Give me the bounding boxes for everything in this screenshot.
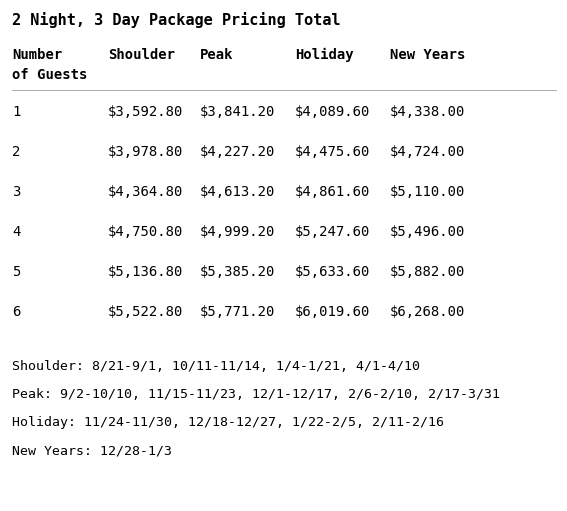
Text: Holiday: 11/24-11/30, 12/18-12/27, 1/22-2/5, 2/11-2/16: Holiday: 11/24-11/30, 12/18-12/27, 1/22-… [12, 416, 444, 429]
Text: $5,882.00: $5,882.00 [390, 265, 466, 279]
Text: 2 Night, 3 Day Package Pricing Total: 2 Night, 3 Day Package Pricing Total [12, 12, 341, 28]
Text: $5,385.20: $5,385.20 [200, 265, 276, 279]
Text: $4,613.20: $4,613.20 [200, 185, 276, 199]
Text: $5,522.80: $5,522.80 [108, 305, 183, 319]
Text: $4,227.20: $4,227.20 [200, 145, 276, 159]
Text: 3: 3 [12, 185, 20, 199]
Text: $4,475.60: $4,475.60 [295, 145, 370, 159]
Text: $4,861.60: $4,861.60 [295, 185, 370, 199]
Text: Shoulder: Shoulder [108, 48, 175, 62]
Text: $5,496.00: $5,496.00 [390, 225, 466, 239]
Text: $4,724.00: $4,724.00 [390, 145, 466, 159]
Text: $4,364.80: $4,364.80 [108, 185, 183, 199]
Text: 1: 1 [12, 105, 20, 119]
Text: $3,978.80: $3,978.80 [108, 145, 183, 159]
Text: $4,089.60: $4,089.60 [295, 105, 370, 119]
Text: $5,136.80: $5,136.80 [108, 265, 183, 279]
Text: $3,592.80: $3,592.80 [108, 105, 183, 119]
Text: of Guests: of Guests [12, 68, 87, 82]
Text: New Years: 12/28-1/3: New Years: 12/28-1/3 [12, 444, 172, 457]
Text: 4: 4 [12, 225, 20, 239]
Text: $5,771.20: $5,771.20 [200, 305, 276, 319]
Text: $4,338.00: $4,338.00 [390, 105, 466, 119]
Text: $4,750.80: $4,750.80 [108, 225, 183, 239]
Text: 6: 6 [12, 305, 20, 319]
Text: $6,268.00: $6,268.00 [390, 305, 466, 319]
Text: 5: 5 [12, 265, 20, 279]
Text: $4,999.20: $4,999.20 [200, 225, 276, 239]
Text: Holiday: Holiday [295, 48, 354, 62]
Text: $6,019.60: $6,019.60 [295, 305, 370, 319]
Text: 2: 2 [12, 145, 20, 159]
Text: Number: Number [12, 48, 62, 62]
Text: $5,247.60: $5,247.60 [295, 225, 370, 239]
Text: Peak: Peak [200, 48, 234, 62]
Text: New Years: New Years [390, 48, 466, 62]
Text: Shoulder: 8/21-9/1, 10/11-11/14, 1/4-1/21, 4/1-4/10: Shoulder: 8/21-9/1, 10/11-11/14, 1/4-1/2… [12, 360, 420, 373]
Text: $5,110.00: $5,110.00 [390, 185, 466, 199]
Text: Peak: 9/2-10/10, 11/15-11/23, 12/1-12/17, 2/6-2/10, 2/17-3/31: Peak: 9/2-10/10, 11/15-11/23, 12/1-12/17… [12, 388, 500, 401]
Text: $3,841.20: $3,841.20 [200, 105, 276, 119]
Text: $5,633.60: $5,633.60 [295, 265, 370, 279]
